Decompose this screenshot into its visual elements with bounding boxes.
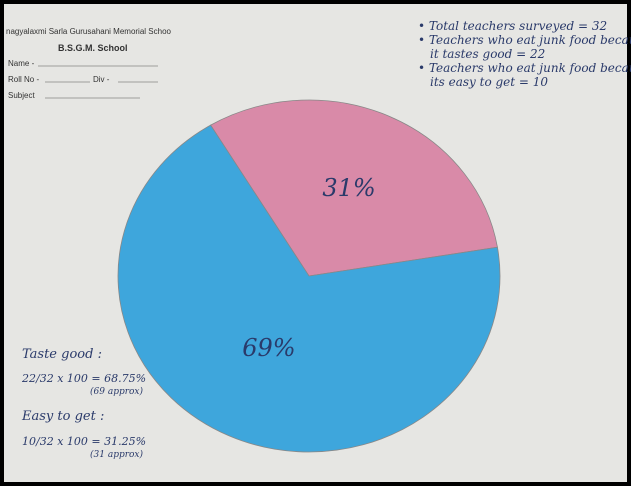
- calculations: Taste good : 22/32 x 100 = 68.75%(69 appr…: [21, 347, 146, 460]
- name-field: Name -: [8, 59, 35, 68]
- note-line: its easy to get = 10: [430, 75, 548, 89]
- calc-line: (31 approx): [90, 449, 144, 460]
- calc-line: Taste good :: [22, 347, 102, 362]
- note-line: it tastes good = 22: [430, 47, 545, 61]
- pie-slice: [210, 99, 498, 277]
- calc-line: (69 approx): [90, 386, 144, 397]
- div-field: Div -: [93, 75, 110, 84]
- calc-line: 10/32 x 100 = 31.25%: [22, 435, 146, 448]
- notes: • Total teachers surveyed = 32• Teachers…: [418, 19, 631, 89]
- slice-label: 69%: [242, 334, 295, 362]
- school-short: B.S.G.M. School: [58, 43, 128, 53]
- note-line: • Teachers who eat junk food because: [418, 33, 631, 47]
- school-full: nagyalaxmi Sarla Gurusahani Memorial Sch…: [6, 27, 172, 36]
- slice-label: 31%: [322, 174, 375, 202]
- roll-field: Roll No -: [8, 75, 39, 84]
- pie-slice: [117, 124, 501, 453]
- calc-line: Easy to get :: [21, 409, 104, 424]
- subject-field: Subject: [8, 91, 35, 100]
- calc-line: 22/32 x 100 = 68.75%: [21, 372, 146, 385]
- note-line: • Teachers who eat junk food because: [418, 61, 631, 75]
- note-line: • Total teachers surveyed = 32: [418, 19, 607, 33]
- pie-chart: 31% 69%: [117, 99, 501, 453]
